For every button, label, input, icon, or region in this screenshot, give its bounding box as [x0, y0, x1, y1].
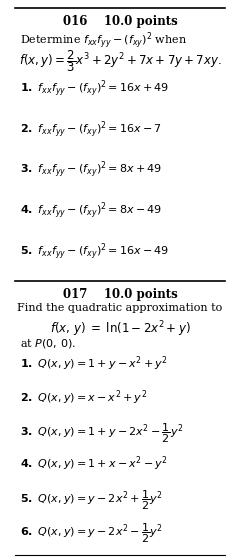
Text: $f(x, y) = \dfrac{2}{3}x^3 + 2y^2 + 7x + 7y + 7xy.$: $f(x, y) = \dfrac{2}{3}x^3 + 2y^2 + 7x +… — [19, 49, 221, 74]
Text: Find the quadratic approximation to: Find the quadratic approximation to — [17, 303, 223, 313]
Text: Determine $f_{xx}f_{yy} - (f_{xy})^2$ when: Determine $f_{xx}f_{yy} - (f_{xy})^2$ wh… — [20, 30, 187, 51]
Text: $f(x,\, y) \;=\; \ln(1 - 2x^2 + y)$: $f(x,\, y) \;=\; \ln(1 - 2x^2 + y)$ — [50, 320, 190, 339]
Text: $\mathbf{3.}\ Q(x, y) = 1 + y - 2x^2 - \dfrac{1}{2}y^2$: $\mathbf{3.}\ Q(x, y) = 1 + y - 2x^2 - \… — [20, 421, 183, 445]
Text: $\mathbf{2.}\ f_{xx}f_{yy} - (f_{xy})^2 = 16x - 7$: $\mathbf{2.}\ f_{xx}f_{yy} - (f_{xy})^2 … — [20, 119, 162, 140]
Text: 016    10.0 points: 016 10.0 points — [63, 15, 177, 29]
Text: $\mathbf{1.}\ Q(x, y) = 1 + y - x^2 + y^2$: $\mathbf{1.}\ Q(x, y) = 1 + y - x^2 + y^… — [20, 354, 168, 373]
Text: $\mathbf{4.}\ f_{xx}f_{yy} - (f_{xy})^2 = 8x - 49$: $\mathbf{4.}\ f_{xx}f_{yy} - (f_{xy})^2 … — [20, 200, 162, 221]
Text: $\mathbf{3.}\ f_{xx}f_{yy} - (f_{xy})^2 = 8x + 49$: $\mathbf{3.}\ f_{xx}f_{yy} - (f_{xy})^2 … — [20, 159, 162, 181]
Text: at $P(0,\, 0)$.: at $P(0,\, 0)$. — [20, 337, 76, 350]
Text: $\mathbf{6.}\ Q(x, y) = y - 2x^2 - \dfrac{1}{2}y^2$: $\mathbf{6.}\ Q(x, y) = y - 2x^2 - \dfra… — [20, 522, 162, 545]
Text: $\mathbf{2.}\ Q(x, y) = x - x^2 + y^2$: $\mathbf{2.}\ Q(x, y) = x - x^2 + y^2$ — [20, 388, 147, 406]
Text: $\mathbf{5.}\ f_{xx}f_{yy} - (f_{xy})^2 = 16x - 49$: $\mathbf{5.}\ f_{xx}f_{yy} - (f_{xy})^2 … — [20, 240, 169, 262]
Text: 017    10.0 points: 017 10.0 points — [63, 288, 177, 301]
Text: $\mathbf{4.}\ Q(x, y) = 1 + x - x^2 - y^2$: $\mathbf{4.}\ Q(x, y) = 1 + x - x^2 - y^… — [20, 454, 168, 473]
Text: $\mathbf{1.}\ f_{xx}f_{yy} - (f_{xy})^2 = 16x + 49$: $\mathbf{1.}\ f_{xx}f_{yy} - (f_{xy})^2 … — [20, 78, 169, 99]
Text: $\mathbf{5.}\ Q(x, y) = y - 2x^2 + \dfrac{1}{2}y^2$: $\mathbf{5.}\ Q(x, y) = y - 2x^2 + \dfra… — [20, 488, 162, 511]
